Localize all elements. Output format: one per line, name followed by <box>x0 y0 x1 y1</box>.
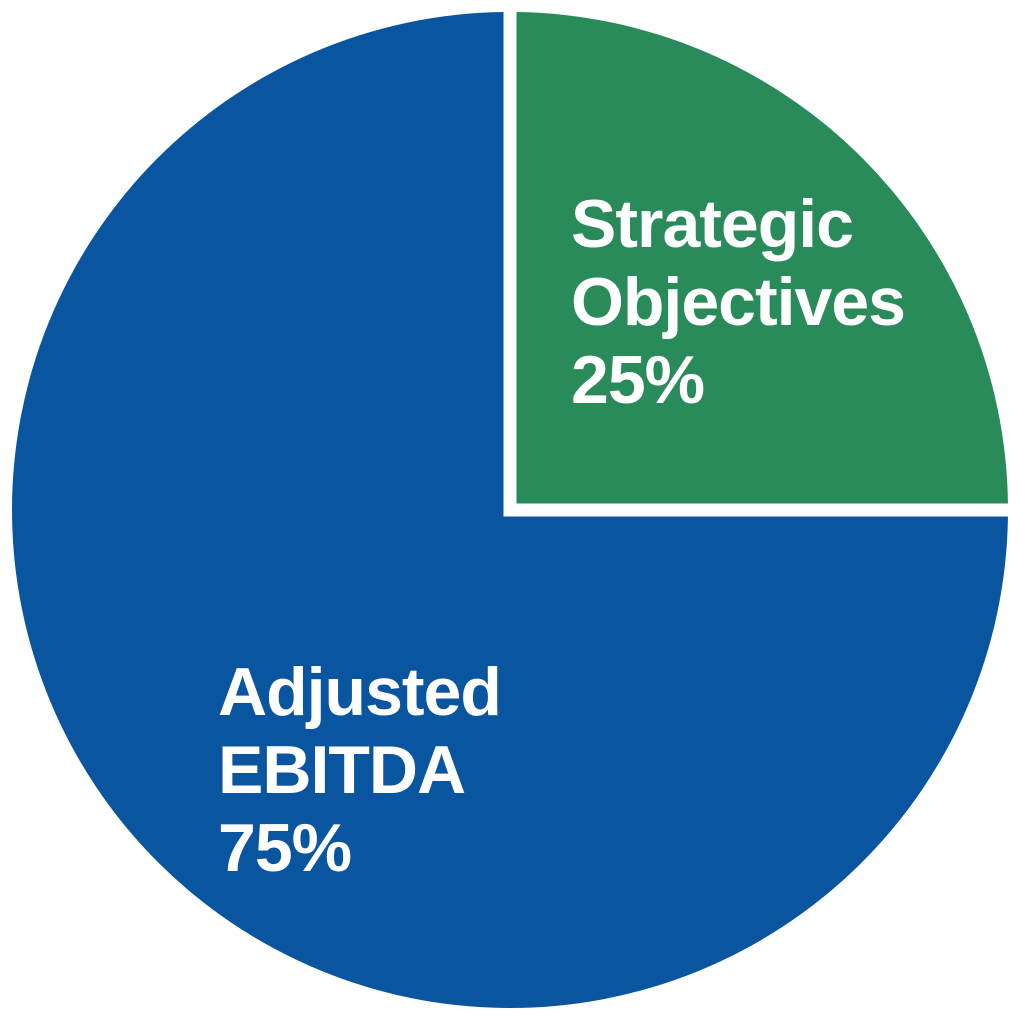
slice-percent-label: 25% <box>571 342 705 418</box>
slice-label-line: Objectives <box>571 264 906 340</box>
slice-label-line: Adjusted <box>218 654 502 730</box>
pie-slice-strategic-objectives <box>516 12 1008 504</box>
slice-label-line: EBITDA <box>218 732 466 808</box>
slice-percent-label: 75% <box>218 810 352 886</box>
pie-slice-adjusted-ebitda <box>12 12 1008 1008</box>
slice-label-adjusted-ebitda: Adjusted EBITDA 75% <box>218 653 502 887</box>
slice-label-strategic-objectives: Strategic Objectives 25% <box>571 185 906 419</box>
slice-label-line: Strategic <box>571 186 854 262</box>
